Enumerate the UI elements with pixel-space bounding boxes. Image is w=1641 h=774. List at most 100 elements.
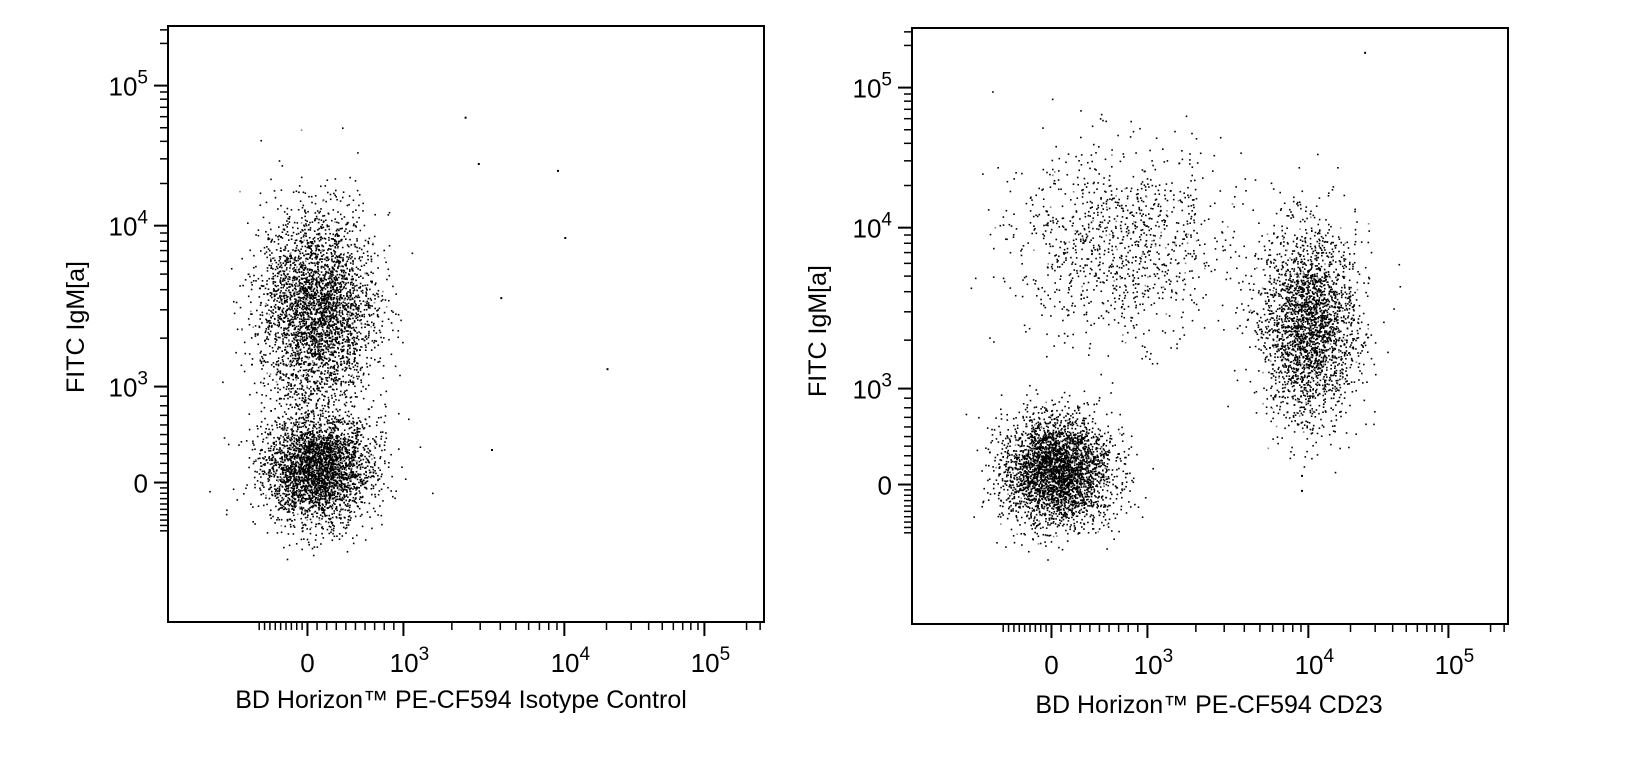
event-point — [367, 305, 370, 308]
event-point — [356, 369, 358, 371]
event-point — [261, 322, 263, 324]
event-point — [344, 504, 347, 506]
event-point — [325, 293, 328, 296]
event-point — [367, 240, 369, 243]
event-point — [292, 524, 295, 527]
event-point — [296, 343, 299, 346]
event-point — [280, 434, 282, 437]
event-point — [311, 340, 314, 342]
event-point — [287, 497, 290, 499]
event-point — [338, 475, 341, 477]
event-point — [283, 453, 286, 455]
event-point — [353, 421, 355, 424]
event-point — [353, 476, 356, 479]
event-point — [338, 297, 340, 300]
event-point — [319, 277, 322, 280]
event-point — [329, 312, 331, 314]
event-point — [279, 457, 281, 460]
event-point — [297, 500, 300, 502]
event-point — [315, 491, 318, 494]
event-point — [319, 485, 321, 487]
event-point — [331, 316, 333, 319]
event-point — [360, 319, 362, 321]
event-point — [308, 508, 310, 511]
event-point — [350, 244, 353, 246]
event-point — [328, 495, 331, 498]
event-point — [289, 286, 291, 288]
event-point — [296, 478, 298, 480]
event-point — [321, 518, 323, 520]
event-point — [274, 452, 276, 455]
event-point — [330, 444, 333, 446]
event-point — [284, 456, 286, 458]
event-point — [283, 426, 286, 428]
event-point — [341, 310, 344, 312]
event-point — [312, 470, 315, 473]
event-point — [343, 483, 345, 485]
event-point — [342, 313, 344, 316]
event-point — [325, 431, 328, 433]
event-point — [307, 437, 310, 439]
event-point — [308, 413, 311, 415]
event-point — [299, 288, 302, 291]
event-point — [296, 222, 299, 224]
event-point — [373, 235, 376, 238]
event-point — [328, 376, 330, 379]
event-point — [284, 525, 286, 528]
event-point — [316, 439, 318, 442]
event-point — [327, 298, 330, 300]
event-point — [304, 264, 306, 267]
event-point — [284, 459, 286, 462]
event-point — [333, 486, 335, 489]
event-point — [313, 491, 316, 494]
event-point — [315, 471, 318, 473]
event-point — [295, 391, 298, 393]
event-point — [298, 439, 301, 442]
event-point — [319, 417, 321, 420]
event-point — [383, 421, 386, 424]
event-point — [365, 293, 368, 295]
event-point — [259, 487, 261, 490]
event-point — [387, 318, 390, 320]
event-point — [295, 443, 298, 445]
event-point — [340, 477, 343, 480]
event-point — [283, 398, 285, 400]
event-point — [302, 271, 305, 274]
event-point — [292, 501, 295, 503]
event-point — [343, 348, 345, 351]
event-point — [348, 442, 351, 445]
event-point — [335, 469, 337, 471]
event-point — [321, 386, 323, 389]
event-point — [317, 475, 319, 478]
event-point — [222, 381, 224, 384]
event-point — [378, 360, 381, 363]
event-point — [306, 405, 309, 407]
event-point — [333, 380, 335, 383]
event-point — [269, 470, 271, 472]
event-point — [339, 419, 342, 421]
event-point — [318, 455, 320, 458]
event-point — [356, 221, 358, 223]
event-point — [360, 501, 362, 503]
event-point — [306, 528, 308, 530]
event-point — [316, 385, 319, 387]
event-point — [338, 314, 341, 316]
event-point — [322, 471, 324, 474]
event-point — [272, 272, 274, 275]
event-point — [345, 477, 347, 479]
event-point — [329, 453, 332, 456]
event-point — [313, 421, 315, 424]
event-point — [269, 433, 272, 436]
event-point — [275, 399, 278, 402]
event-point — [297, 462, 300, 464]
event-point — [267, 288, 270, 290]
event-point — [288, 339, 290, 342]
event-point — [260, 465, 262, 467]
event-point — [286, 487, 288, 490]
event-point — [272, 312, 275, 315]
event-point — [277, 499, 280, 501]
event-point — [339, 462, 342, 464]
event-point — [303, 401, 306, 404]
event-point — [364, 445, 367, 447]
event-point — [283, 297, 286, 300]
